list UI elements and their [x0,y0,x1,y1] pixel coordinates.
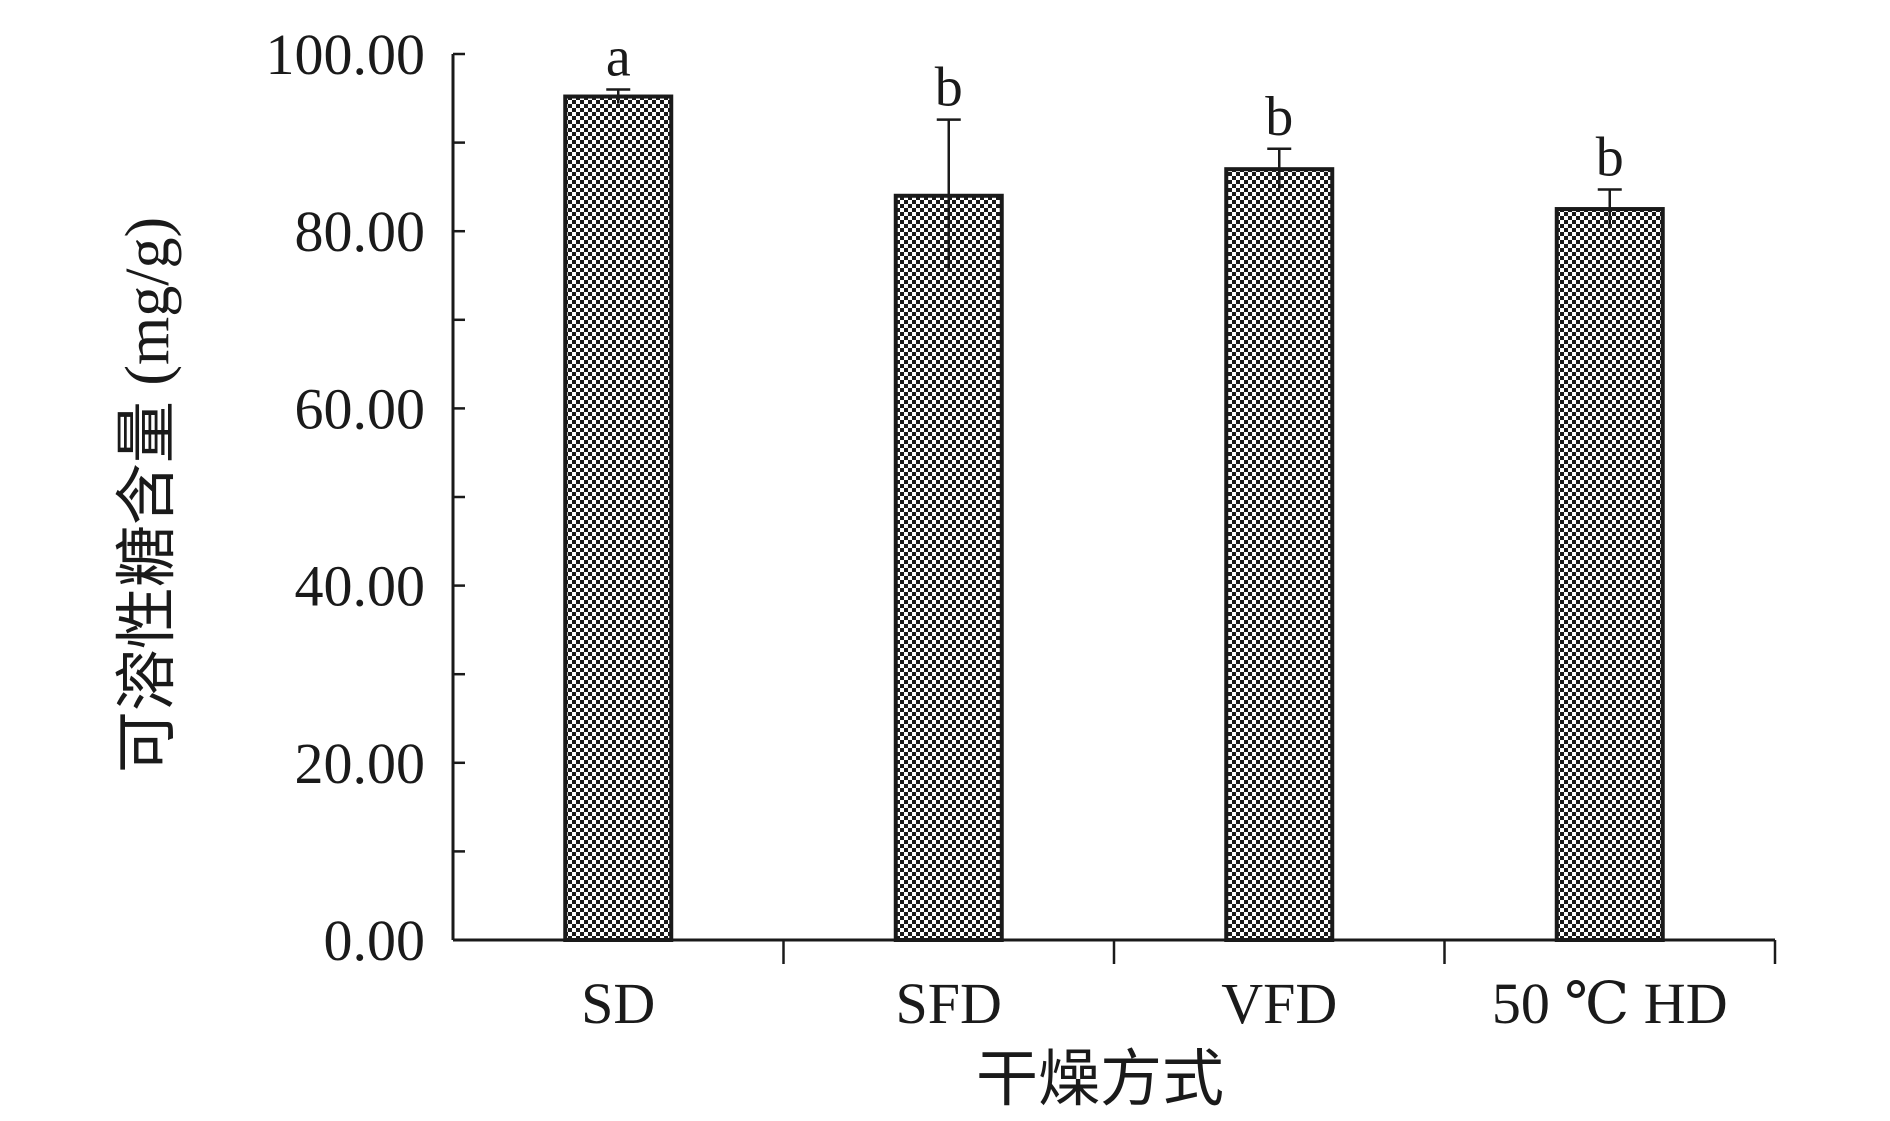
bar-sfd [893,193,1004,942]
significance-label: a [606,26,631,88]
significance-label: b [1265,86,1293,148]
error-bars [606,88,1622,272]
bar-vfd [1224,167,1335,942]
y-tick-label: 20.00 [295,731,426,796]
x-tick-label: 50 ℃ HD [1492,971,1728,1036]
significance-label: b [1596,127,1624,189]
y-tick-label: 100.00 [266,22,426,87]
y-axis: 0.00 20.00 40.00 60.00 80.00 100.00 [266,22,465,973]
significance-label: b [935,57,963,119]
significance-labels: a b b b [606,26,1624,188]
y-tick-label: 40.00 [295,554,426,619]
y-tick-label: 60.00 [295,376,426,441]
bar-50-hd [1554,207,1665,943]
y-tick-label: 80.00 [295,199,426,264]
y-axis-title: 可溶性糖含量 (mg/g) [114,217,182,773]
x-axis-title: 干燥方式 [976,1046,1224,1114]
bars [563,94,1665,943]
x-tick-label: VFD [1221,971,1337,1036]
y-tick-label: 0.00 [324,908,426,973]
bar-sd [563,94,674,942]
x-tick-label: SD [581,971,655,1036]
x-tick-label: SFD [896,971,1002,1036]
x-axis: SD SFD VFD 50 ℃ HD [453,938,1777,1036]
